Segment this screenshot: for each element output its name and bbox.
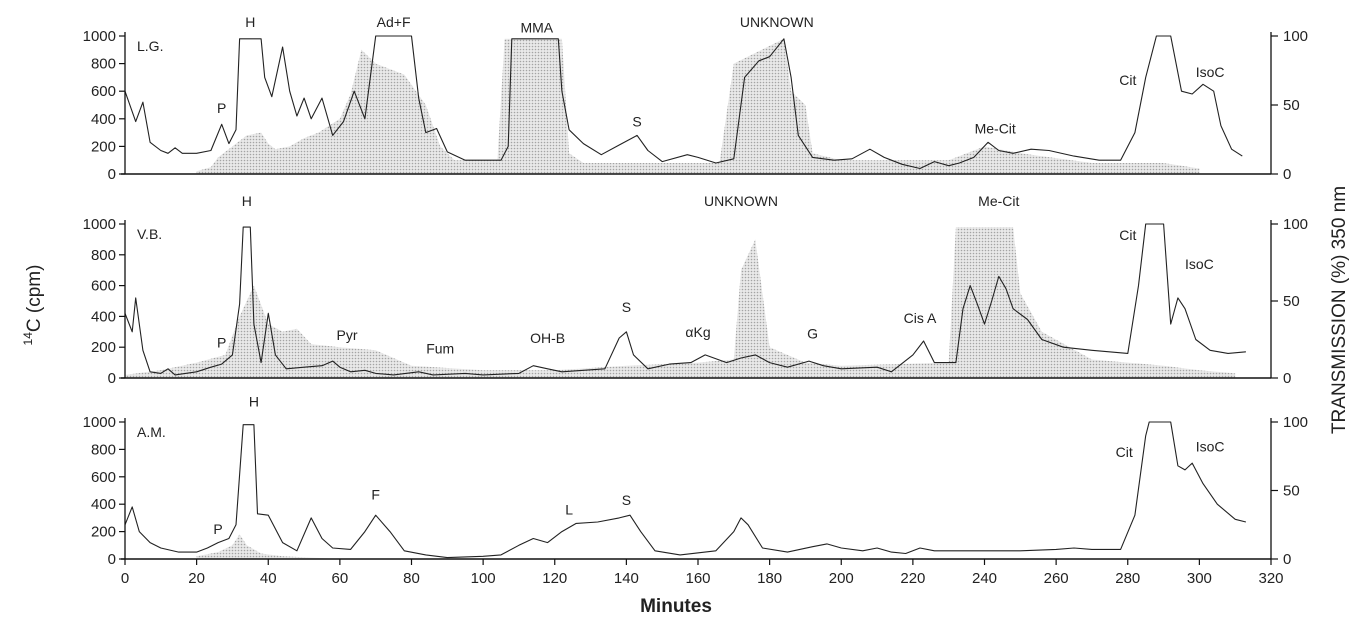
- left-tick-label: 600: [91, 83, 116, 100]
- x-tick-label: 60: [332, 570, 349, 587]
- peak-label: F: [371, 487, 380, 503]
- right-tick-label: 0: [1283, 370, 1291, 387]
- left-axis-title: 14C (cpm): [21, 265, 45, 346]
- peak-label: Cis A: [904, 310, 937, 326]
- panel-name: L.G.: [137, 38, 163, 54]
- x-tick-label: 40: [260, 570, 277, 587]
- x-tick-label: 200: [829, 570, 854, 587]
- peak-label: IsoC: [1185, 256, 1214, 272]
- peak-label: G: [807, 325, 818, 341]
- peak-label: Cit: [1116, 444, 1133, 460]
- peak-label: Me-Cit: [978, 193, 1019, 209]
- x-tick-label: 20: [188, 570, 205, 587]
- panel-3: 0 200 400 600 800 1000 0 50 100 A.M. H P F L S Cit IsoC: [83, 394, 1308, 569]
- x-tick-label: 160: [685, 570, 710, 587]
- transmission-area-3: [196, 534, 340, 559]
- left-tick-label: 1000: [83, 28, 116, 45]
- left-tick-label: 1000: [83, 216, 116, 233]
- left-tick-label: 1000: [83, 414, 116, 431]
- cpm-trace-2: [124, 223, 1246, 376]
- peak-label: Cit: [1119, 72, 1136, 88]
- x-tick-label: 320: [1258, 570, 1283, 587]
- left-tick-label: 200: [91, 524, 116, 541]
- right-tick-label: 50: [1283, 483, 1300, 500]
- peak-label: αKg: [685, 324, 710, 340]
- left-tick-label: 200: [91, 339, 116, 356]
- peak-label: Pyr: [337, 327, 358, 343]
- peak-label: H: [249, 394, 259, 410]
- x-tick-label: 140: [614, 570, 639, 587]
- left-tick-label: 400: [91, 111, 116, 128]
- x-axis-title: Minutes: [640, 596, 712, 617]
- left-tick-label: 400: [91, 308, 116, 325]
- peak-label: H: [245, 14, 255, 30]
- left-tick-label: 0: [108, 166, 116, 183]
- right-tick-label: 100: [1283, 28, 1308, 45]
- peak-label: Me-Cit: [975, 121, 1016, 137]
- peak-label: Fum: [426, 341, 454, 357]
- cpm-trace-1: [124, 35, 1243, 170]
- peak-label: Ad+F: [377, 14, 411, 30]
- peak-label: H: [242, 193, 252, 209]
- peak-label: S: [632, 114, 641, 130]
- peak-label: OH-B: [530, 330, 565, 346]
- x-tick-label: 180: [757, 570, 782, 587]
- right-axis-title: TRANSMISSION (%) 350 nm: [1329, 186, 1350, 434]
- panel-2: 0 200 400 600 800 1000 0 50 100 V.B. H UNKNOWN Me-Ci…: [83, 193, 1308, 387]
- x-tick-label: 260: [1044, 570, 1069, 587]
- left-tick-label: 800: [91, 56, 116, 73]
- x-tick-label: 300: [1187, 570, 1212, 587]
- peak-label: MMA: [520, 20, 553, 36]
- left-axis-title-main: C (cpm): [24, 265, 45, 333]
- right-tick-label: 50: [1283, 97, 1300, 114]
- x-tick-label: 280: [1115, 570, 1140, 587]
- peak-label: P: [217, 335, 226, 351]
- peak-label: L: [565, 502, 573, 518]
- right-tick-label: 100: [1283, 216, 1308, 233]
- panel-1: 0 200 400 600 800 1000 0 50 100 L.G. H Ad+F MMA UNKNO…: [83, 14, 1308, 183]
- panel-name: V.B.: [137, 226, 162, 242]
- peak-label: S: [622, 492, 631, 508]
- peak-label: IsoC: [1196, 64, 1225, 80]
- x-tick-label: 120: [542, 570, 567, 587]
- right-tick-label: 0: [1283, 166, 1291, 183]
- right-tick-label: 0: [1283, 551, 1291, 568]
- peak-label: P: [217, 100, 226, 116]
- left-tick-label: 200: [91, 138, 116, 155]
- transmission-area-2: [125, 227, 1236, 378]
- cpm-trace-3: [124, 421, 1247, 559]
- left-tick-label: 0: [108, 370, 116, 387]
- x-tick-label: 100: [471, 570, 496, 587]
- left-tick-label: 800: [91, 441, 116, 458]
- x-tick-label: 240: [972, 570, 997, 587]
- transmission-area-1: [196, 38, 1200, 174]
- peak-label: UNKNOWN: [740, 14, 814, 30]
- left-tick-label: 0: [108, 551, 116, 568]
- peak-label: S: [622, 299, 631, 315]
- peak-label: Cit: [1119, 227, 1136, 243]
- panel-name: A.M.: [137, 424, 166, 440]
- x-tick-label: 80: [403, 570, 420, 587]
- left-axis-title-superscript: 14: [21, 332, 35, 346]
- peak-label: UNKNOWN: [704, 193, 778, 209]
- x-tick-label: 0: [121, 570, 129, 587]
- peak-label: P: [213, 521, 222, 537]
- left-tick-label: 800: [91, 247, 116, 264]
- left-tick-label: 400: [91, 496, 116, 513]
- right-tick-label: 100: [1283, 414, 1308, 431]
- peak-label: IsoC: [1196, 439, 1225, 455]
- x-tick-label: 220: [900, 570, 925, 587]
- left-tick-label: 600: [91, 278, 116, 295]
- right-tick-label: 50: [1283, 293, 1300, 310]
- left-tick-label: 600: [91, 469, 116, 486]
